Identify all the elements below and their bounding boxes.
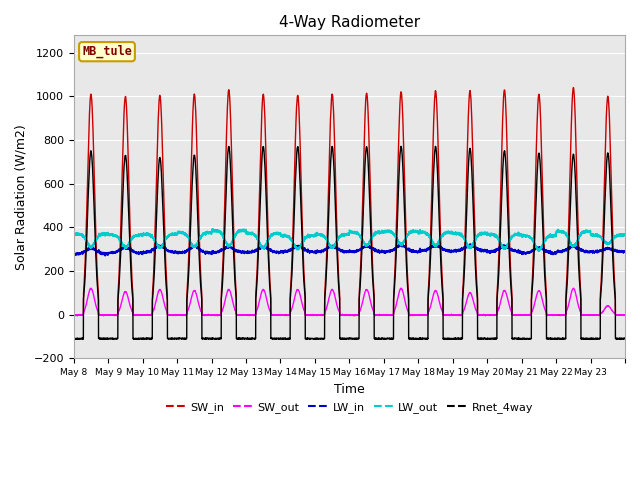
SW_in [570,85,577,91]
SW_in [70,312,77,318]
Rnet_4way [70,336,77,341]
LW_out [184,234,192,240]
LW_out [370,233,378,239]
SW_out [621,312,629,318]
X-axis label: Time: Time [334,383,365,396]
SW_out [449,312,457,318]
SW_in [528,288,536,293]
LW_out [500,246,508,252]
LW_in [400,243,408,249]
LW_in [101,253,109,259]
Legend: SW_in, SW_out, LW_in, LW_out, Rnet_4way: SW_in, SW_out, LW_in, LW_out, Rnet_4way [161,397,538,417]
Line: Rnet_4way: Rnet_4way [74,146,625,339]
Rnet_4way [399,179,407,184]
Rnet_4way [621,336,629,341]
SW_in [542,284,550,290]
Rnet_4way [101,336,109,342]
LW_in [501,242,509,248]
LW_out [621,232,629,238]
SW_out [397,285,404,291]
LW_out [528,236,536,241]
SW_out [370,309,378,314]
Y-axis label: Solar Radiation (W/m2): Solar Radiation (W/m2) [15,124,28,270]
Rnet_4way [370,294,378,300]
LW_in [528,247,536,253]
SW_in [500,87,508,93]
SW_in [184,270,192,276]
Rnet_4way [431,144,439,149]
SW_out [399,291,407,297]
LW_in [370,248,378,253]
SW_in [621,312,629,318]
LW_in [70,251,77,256]
SW_out [184,307,192,313]
Rnet_4way [542,293,550,299]
SW_out [70,312,77,318]
LW_out [542,236,550,241]
LW_out [209,226,217,232]
Rnet_4way [501,148,509,154]
LW_in [184,247,192,252]
Text: MB_tule: MB_tule [82,45,132,59]
Rnet_4way [184,280,192,286]
SW_out [501,288,509,293]
SW_in [370,286,378,291]
Rnet_4way [528,293,536,299]
Line: SW_in: SW_in [74,88,625,316]
SW_out [542,309,550,314]
Line: LW_out: LW_out [74,229,625,251]
LW_in [621,249,629,254]
Line: LW_in: LW_in [74,244,625,256]
SW_out [528,309,536,314]
LW_in [397,241,404,247]
LW_out [399,240,407,246]
Title: 4-Way Radiometer: 4-Way Radiometer [279,15,420,30]
Line: SW_out: SW_out [74,288,625,315]
SW_in [399,131,407,137]
SW_in [481,313,489,319]
LW_out [535,248,543,254]
LW_in [542,248,550,253]
LW_out [70,231,77,237]
